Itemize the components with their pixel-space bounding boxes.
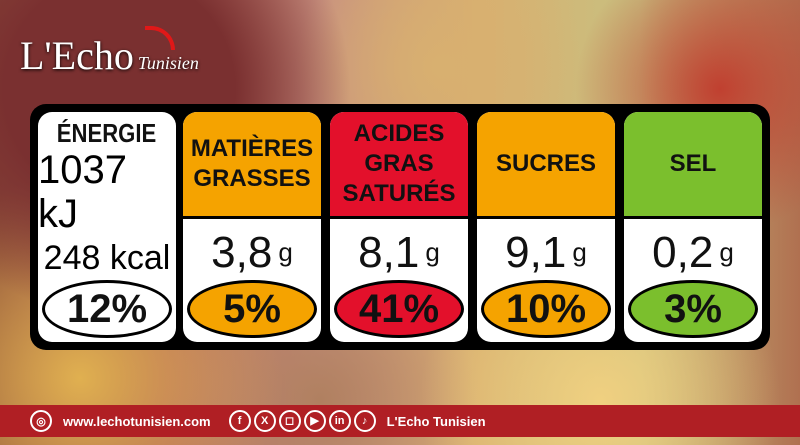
- nutrient-name-2: GRASSES: [193, 165, 311, 192]
- nutrient-column: MATIÈRES GRASSES 3,8 g 5%: [183, 112, 321, 342]
- tiktok-icon[interactable]: ♪: [353, 410, 376, 433]
- linkedin-icon[interactable]: in: [328, 410, 351, 433]
- nutrition-label: ÉNERGIE 1037 kJ 248 kcal 12% MATIÈRES GRA…: [30, 104, 770, 350]
- logo: L'Echo Tunisien: [20, 33, 199, 78]
- nutrient-name: ACIDES GRAS: [353, 120, 445, 177]
- nutrient-name-2: SATURÉS: [342, 180, 456, 207]
- website-link[interactable]: www.lechotunisien.com: [63, 413, 211, 429]
- nutrient-column: SUCRES 9,1 g 10%: [477, 112, 615, 342]
- youtube-icon[interactable]: ▶: [303, 409, 326, 432]
- nutrient-unit: g: [278, 237, 293, 267]
- nutrient-percent: 10%: [481, 280, 611, 338]
- footer-brand: L'Echo Tunisien: [386, 413, 486, 429]
- instagram-icon[interactable]: ◻: [278, 409, 301, 432]
- energy-title: ÉNERGIE: [57, 118, 157, 148]
- nutrient-name: SEL: [669, 150, 717, 177]
- nutrient-value: 3,8: [211, 227, 273, 277]
- nutrient-name: MATIÈRES: [190, 135, 314, 162]
- nutrient-unit: g: [719, 237, 734, 267]
- energy-kcal: 248 kcal: [43, 239, 171, 277]
- facebook-icon[interactable]: f: [228, 410, 251, 433]
- nutrient-percent: 41%: [334, 280, 464, 338]
- nutrient-value: 9,1: [505, 227, 567, 277]
- nutrient-column: ACIDES GRAS SATURÉS 8,1 g 41%: [330, 112, 468, 342]
- energy-percent: 12%: [42, 280, 172, 338]
- nutrient-column: SEL 0,2 g 3%: [624, 112, 762, 342]
- energy-column: ÉNERGIE 1037 kJ 248 kcal 12%: [38, 112, 176, 342]
- nutrient-percent: 3%: [628, 280, 758, 338]
- nutrient-unit: g: [572, 237, 587, 267]
- nutrient-unit: g: [425, 237, 440, 267]
- nutrient-percent: 5%: [187, 280, 317, 338]
- x-icon[interactable]: X: [253, 410, 276, 433]
- globe-icon: ◎: [30, 410, 52, 432]
- nutrient-name: SUCRES: [495, 150, 597, 177]
- footer-bar: ◎ www.lechotunisien.com f X ◻ ▶ in ♪ L'Echo T…: [0, 405, 800, 437]
- nutrient-value: 8,1: [358, 227, 420, 277]
- energy-kj: 1037 kJ: [38, 148, 127, 236]
- nutrient-value: 0,2: [652, 227, 714, 277]
